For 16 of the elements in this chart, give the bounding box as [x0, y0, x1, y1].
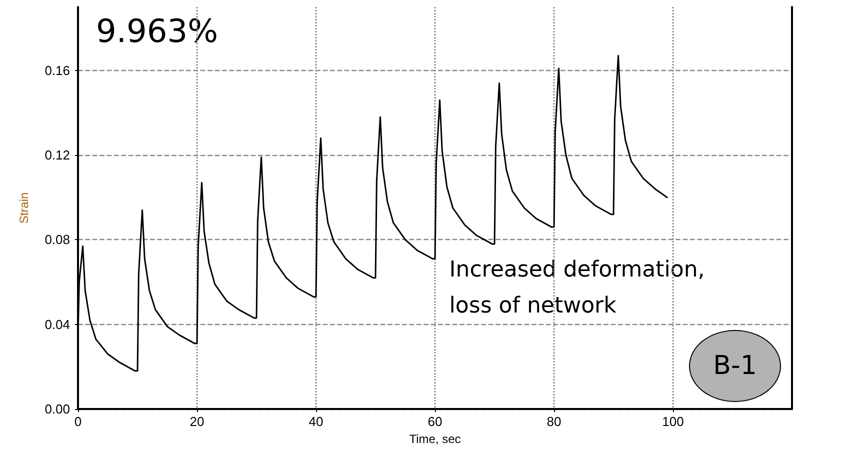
y-tick-label: 0.16 [44, 62, 70, 78]
x-axis-title: Time, sec [409, 432, 461, 446]
annotation: Increased deformation, loss of network [449, 258, 705, 319]
x-tick-label: 20 [190, 414, 204, 429]
y-tick-label: 0.00 [44, 402, 70, 416]
x-tick-label: 40 [308, 414, 324, 429]
y-axis-title: Strain [17, 192, 31, 224]
oval-badge: B-1 [689, 330, 781, 402]
x-tick-label: 0 [74, 414, 82, 429]
x-tick-label: 100 [662, 414, 684, 429]
x-tick-label: 60 [428, 414, 442, 429]
y-tick-label: 0.08 [44, 232, 70, 248]
y-tick-label: 0.12 [44, 148, 70, 163]
annotation: 9.963% [96, 12, 218, 50]
x-tick-label: 80 [546, 414, 562, 429]
y-tick-label: 0.04 [44, 316, 70, 332]
